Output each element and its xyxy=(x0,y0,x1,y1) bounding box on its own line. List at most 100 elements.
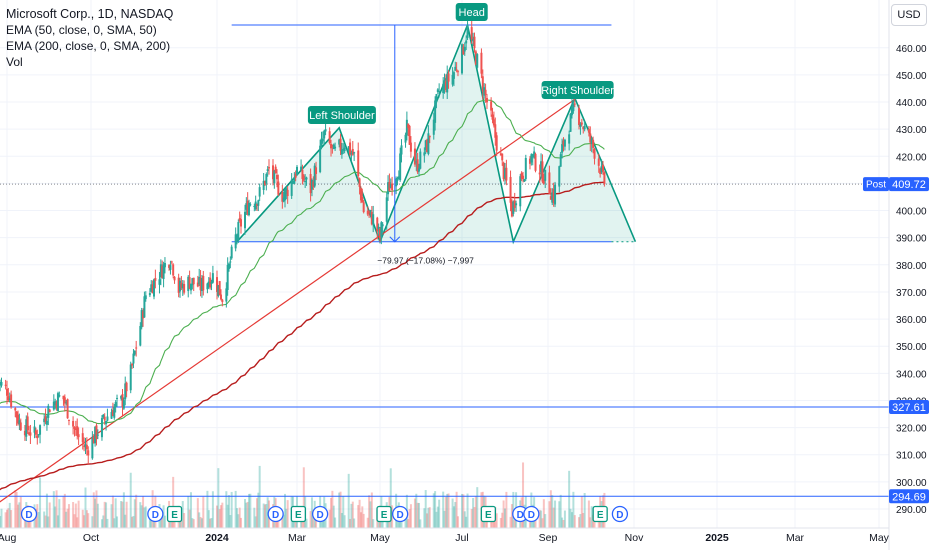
candle-body xyxy=(44,416,47,422)
volume-bar xyxy=(253,507,256,528)
dividend-marker[interactable]: D xyxy=(20,505,38,523)
volume-bar xyxy=(347,473,350,528)
candle-body xyxy=(43,418,46,423)
time-tick-label: Jul xyxy=(455,532,468,544)
volume-bar xyxy=(391,505,394,528)
candle-body xyxy=(385,197,388,222)
dividend-marker[interactable]: D xyxy=(523,505,540,523)
dividend-marker[interactable]: D xyxy=(147,505,164,523)
symbol-title[interactable]: Microsoft Corp., 1D, NASDAQ xyxy=(6,7,174,21)
ema50-legend[interactable]: EMA (50, close, 0, SMA, 50) xyxy=(6,23,157,37)
candle-body xyxy=(312,181,315,188)
volume-bar xyxy=(221,502,224,528)
volume-bar xyxy=(559,494,562,528)
volume-bar xyxy=(10,510,13,528)
earnings-marker[interactable]: E xyxy=(592,505,608,523)
lower-line-price-tag: 294.69 xyxy=(889,489,929,504)
volume-bar xyxy=(94,498,97,528)
earnings-marker[interactable]: E xyxy=(376,505,392,523)
dividend-marker[interactable]: D xyxy=(267,505,284,523)
ema200-legend[interactable]: EMA (200, close, 0, SMA, 200) xyxy=(6,39,171,53)
volume-bar xyxy=(361,506,364,528)
volume-bar xyxy=(150,519,153,528)
volume-bar xyxy=(246,501,249,528)
volume-bar xyxy=(66,508,69,528)
volume-bar xyxy=(282,514,285,528)
volume-bar xyxy=(121,501,124,528)
candle-body xyxy=(100,418,103,438)
candle-body xyxy=(29,432,32,436)
volume-bar xyxy=(37,512,40,528)
candle-body xyxy=(33,426,36,433)
earnings-marker[interactable]: E xyxy=(480,505,497,523)
volume-bar xyxy=(413,498,416,528)
volume-bar xyxy=(8,502,11,528)
candle-body xyxy=(15,411,18,418)
earnings-marker[interactable]: E xyxy=(290,505,307,523)
candle-body xyxy=(257,200,260,206)
svg-text:E: E xyxy=(171,510,178,521)
volume-bar xyxy=(77,500,80,528)
volume-bar xyxy=(310,497,313,528)
candle-body xyxy=(282,197,285,202)
volume-bar xyxy=(569,508,572,528)
volume-bar xyxy=(216,505,218,528)
volume-bar xyxy=(400,517,403,528)
volume-legend[interactable]: Vol xyxy=(6,55,23,69)
candle-body xyxy=(301,169,304,179)
candle-body xyxy=(19,422,22,431)
volume-bar xyxy=(196,498,199,528)
candle-body xyxy=(524,158,527,180)
candle-body xyxy=(114,402,117,408)
candle-body xyxy=(36,435,39,439)
candle-body xyxy=(198,276,201,285)
candle-body xyxy=(563,139,566,147)
candle-body xyxy=(323,130,326,139)
candle-body xyxy=(573,103,576,105)
volume-bar xyxy=(583,493,586,528)
ema200-line xyxy=(0,181,605,491)
candle-body xyxy=(202,275,205,291)
candle-body xyxy=(25,419,28,437)
dividend-marker[interactable]: D xyxy=(392,505,409,523)
candle-body xyxy=(210,281,213,284)
volume-bar xyxy=(330,497,333,528)
currency-button[interactable]: USD xyxy=(891,4,927,26)
volume-bar xyxy=(302,467,305,528)
candle-body xyxy=(417,168,420,172)
volume-bar xyxy=(28,516,31,528)
volume-bar xyxy=(510,504,513,528)
volume-bar xyxy=(206,490,209,528)
candle-body xyxy=(72,420,75,427)
candle-body xyxy=(310,180,313,190)
volume-bar xyxy=(122,492,125,528)
candle-body xyxy=(56,393,59,412)
volume-bar xyxy=(281,515,284,528)
earnings-marker[interactable]: E xyxy=(166,505,183,523)
candle-body xyxy=(426,139,429,152)
volume-bar xyxy=(476,487,479,528)
candle-body xyxy=(154,277,157,281)
volume-bar xyxy=(285,508,288,528)
candle-body xyxy=(381,224,384,227)
candle-body xyxy=(244,211,246,229)
volume-bar xyxy=(563,510,566,528)
candle-body xyxy=(534,153,537,171)
dividend-marker[interactable]: D xyxy=(611,505,629,523)
volume-bar xyxy=(191,518,194,528)
dividend-marker[interactable]: D xyxy=(311,505,329,523)
measure-tool: −79.97 (−17.08%) −7,997 xyxy=(377,24,474,266)
svg-text:D: D xyxy=(317,510,324,521)
volume-bar xyxy=(256,498,258,528)
candle-body xyxy=(286,189,289,197)
candle-body xyxy=(207,281,210,287)
price-tick-label: 440.00 xyxy=(896,98,927,109)
candle-body xyxy=(447,73,450,82)
candle-body xyxy=(408,125,411,145)
volume-bar xyxy=(19,496,22,528)
candle-body xyxy=(494,124,497,138)
candle-body xyxy=(150,284,153,292)
candle-body xyxy=(73,427,76,429)
candle-body xyxy=(505,167,508,181)
